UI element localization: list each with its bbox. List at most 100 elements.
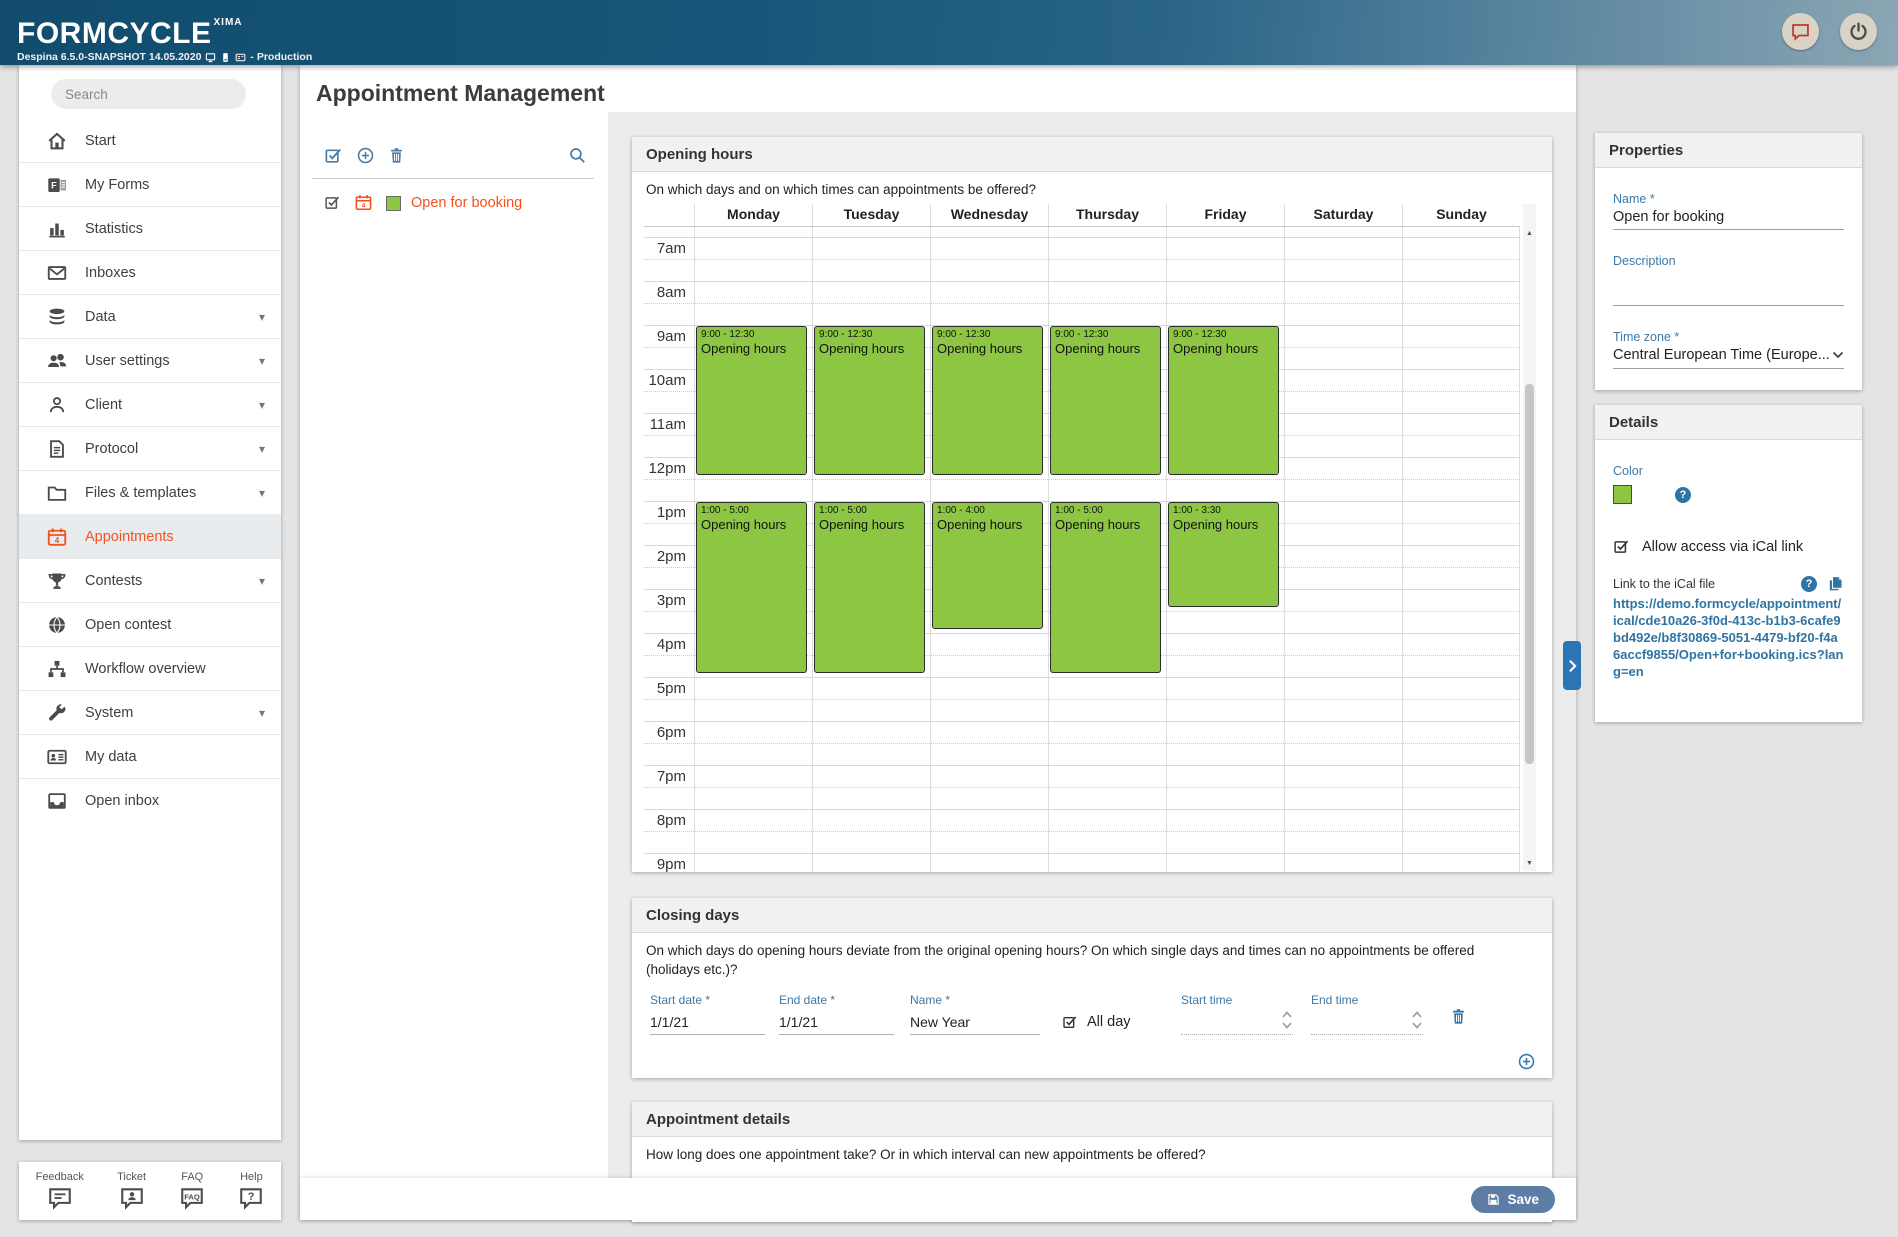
add-appointment-button[interactable] [356,146,375,165]
end-time-spinner-icon[interactable] [1411,1009,1423,1031]
start-date-field[interactable] [650,1012,765,1035]
event-title: Opening hours [819,341,920,357]
sidebar-item-my-forms[interactable]: FMy Forms [19,162,281,206]
appointment-color-chip [386,196,401,211]
opening-hours-event[interactable]: 9:00 - 12:30Opening hours [814,326,925,475]
footer-ticket-button[interactable]: Ticket [117,1171,146,1211]
opening-hours-event[interactable]: 1:00 - 5:00Opening hours [696,502,807,673]
closing-days-question: On which days do opening hours deviate f… [632,933,1552,981]
delete-appointment-button[interactable] [387,146,406,165]
sidebar-item-user-settings[interactable]: User settings ▾ [19,338,281,382]
opening-hours-event[interactable]: 1:00 - 4:00Opening hours [932,502,1043,629]
event-title: Opening hours [1173,517,1274,533]
opening-hours-event[interactable]: 9:00 - 12:30Opening hours [696,326,807,475]
sidebar-item-data[interactable]: Data▾ [19,294,281,338]
sidebar-item-open-inbox[interactable]: Open inbox [19,778,281,822]
sidebar-item-label: Contests [85,573,142,589]
sidebar-item-contests[interactable]: Contests▾ [19,558,281,602]
logout-button[interactable] [1840,13,1877,50]
calendar-scrollbar[interactable]: ▲ ▼ [1523,204,1536,871]
ical-help-icon[interactable]: ? [1801,576,1817,592]
sidebar-item-files-templates[interactable]: Files & templates▾ [19,470,281,514]
closing-day-name-field[interactable] [910,1012,1040,1035]
search-icon[interactable] [568,146,587,165]
sidebar-item-system[interactable]: System▾ [19,690,281,734]
properties-name-field[interactable] [1613,206,1844,230]
database-icon [46,306,68,328]
ical-url-link[interactable]: https://demo.formcycle/appointment/ical/… [1613,595,1844,680]
scroll-up-icon[interactable]: ▲ [1523,230,1536,237]
end-time-field[interactable] [1311,1012,1423,1035]
event-time-range: 1:00 - 4:00 [937,504,1038,517]
save-button[interactable]: Save [1471,1186,1555,1213]
start-time-field[interactable] [1181,1012,1293,1035]
sidebar-item-client[interactable]: Client▾ [19,382,281,426]
properties-panel-toggle[interactable] [1563,641,1581,690]
select-all-checkbox-icon[interactable] [324,146,343,165]
day-header-thursday: Thursday [1048,204,1166,226]
open-inbox-icon [46,790,68,812]
opening-hours-event[interactable]: 9:00 - 12:30Opening hours [932,326,1043,475]
opening-hours-event[interactable]: 9:00 - 12:30Opening hours [1168,326,1279,475]
add-closing-day-button[interactable] [1517,1052,1536,1071]
opening-hours-event[interactable]: 1:00 - 5:00Opening hours [1050,502,1161,673]
sidebar-item-label: Client [85,397,122,413]
chevron-down-icon: ▾ [259,486,265,500]
event-time-range: 1:00 - 5:00 [819,504,920,517]
event-title: Opening hours [937,341,1038,357]
end-time-label: End time [1311,993,1423,1007]
faq-bubble-icon: FAQ [179,1185,205,1211]
color-swatch[interactable] [1613,485,1632,504]
checked-checkbox-icon [1613,538,1630,555]
brand-block: FORMCYCLEXIMA Despina 6.5.0-SNAPSHOT 14.… [17,7,312,63]
sidebar-item-label: Statistics [85,221,143,237]
sidebar-item-appointments[interactable]: 4Appointments [19,514,281,558]
sidebar-item-inboxes[interactable]: Inboxes [19,250,281,294]
time-label: 7am [644,240,686,257]
event-title: Opening hours [937,517,1038,533]
chevron-down-icon: ▾ [259,310,265,324]
sidebar-item-start[interactable]: Start [19,119,281,162]
day-header-saturday: Saturday [1284,204,1402,226]
calendar-grid[interactable]: 7am8am9am10am11am12pm1pm2pm3pm4pm5pm6pm7… [644,226,1520,872]
search-input[interactable] [51,79,246,109]
appointment-name[interactable]: Open for booking [411,195,522,211]
end-date-field[interactable] [779,1012,894,1035]
allow-ical-checkbox[interactable]: Allow access via iCal link [1613,538,1844,555]
time-label: 8am [644,284,686,301]
opening-hours-event[interactable]: 1:00 - 5:00Opening hours [814,502,925,673]
save-bar: Save [300,1178,1576,1220]
feedback-chat-button[interactable] [1782,13,1819,50]
opening-hours-event[interactable]: 1:00 - 3:30Opening hours [1168,502,1279,607]
all-day-checkbox[interactable]: All day [1062,1009,1167,1035]
start-time-spinner-icon[interactable] [1281,1009,1293,1031]
chevron-down-icon: ▾ [259,354,265,368]
opening-hours-event[interactable]: 9:00 - 12:30Opening hours [1050,326,1161,475]
sidebar-item-my-data[interactable]: My data [19,734,281,778]
item-checkbox-icon[interactable] [324,194,341,211]
sidebar-item-protocol[interactable]: Protocol▾ [19,426,281,470]
footer-help-button[interactable]: Help? [238,1171,264,1211]
delete-closing-day-button[interactable] [1449,1007,1468,1035]
sidebar-item-label: User settings [85,353,170,369]
timezone-select[interactable]: Central European Time (Europe... [1613,344,1844,369]
opening-hours-card: Opening hours On which days and on which… [632,137,1552,872]
chevron-down-icon [1832,351,1844,359]
opening-hours-header: Opening hours [632,137,1552,172]
sidebar: StartFMy FormsStatisticsInboxesData▾User… [19,65,281,1140]
event-title: Opening hours [701,517,802,533]
copy-icon[interactable] [1827,575,1844,592]
appointment-list-item[interactable]: 4 Open for booking [300,190,608,220]
sidebar-item-statistics[interactable]: Statistics [19,206,281,250]
properties-description-field[interactable] [1613,282,1844,306]
sidebar-item-open-contest[interactable]: Open contest [19,602,281,646]
sidebar-item-workflow-overview[interactable]: Workflow overview [19,646,281,690]
scrollbar-thumb[interactable] [1525,384,1534,764]
footer-feedback-button[interactable]: Feedback [36,1171,84,1211]
event-title: Opening hours [1055,341,1156,357]
time-label: 8pm [644,812,686,829]
color-help-icon[interactable]: ? [1675,487,1691,503]
properties-description-label: Description [1613,254,1844,268]
scroll-down-icon[interactable]: ▼ [1523,860,1536,867]
footer-faq-button[interactable]: FAQFAQ [179,1171,205,1211]
